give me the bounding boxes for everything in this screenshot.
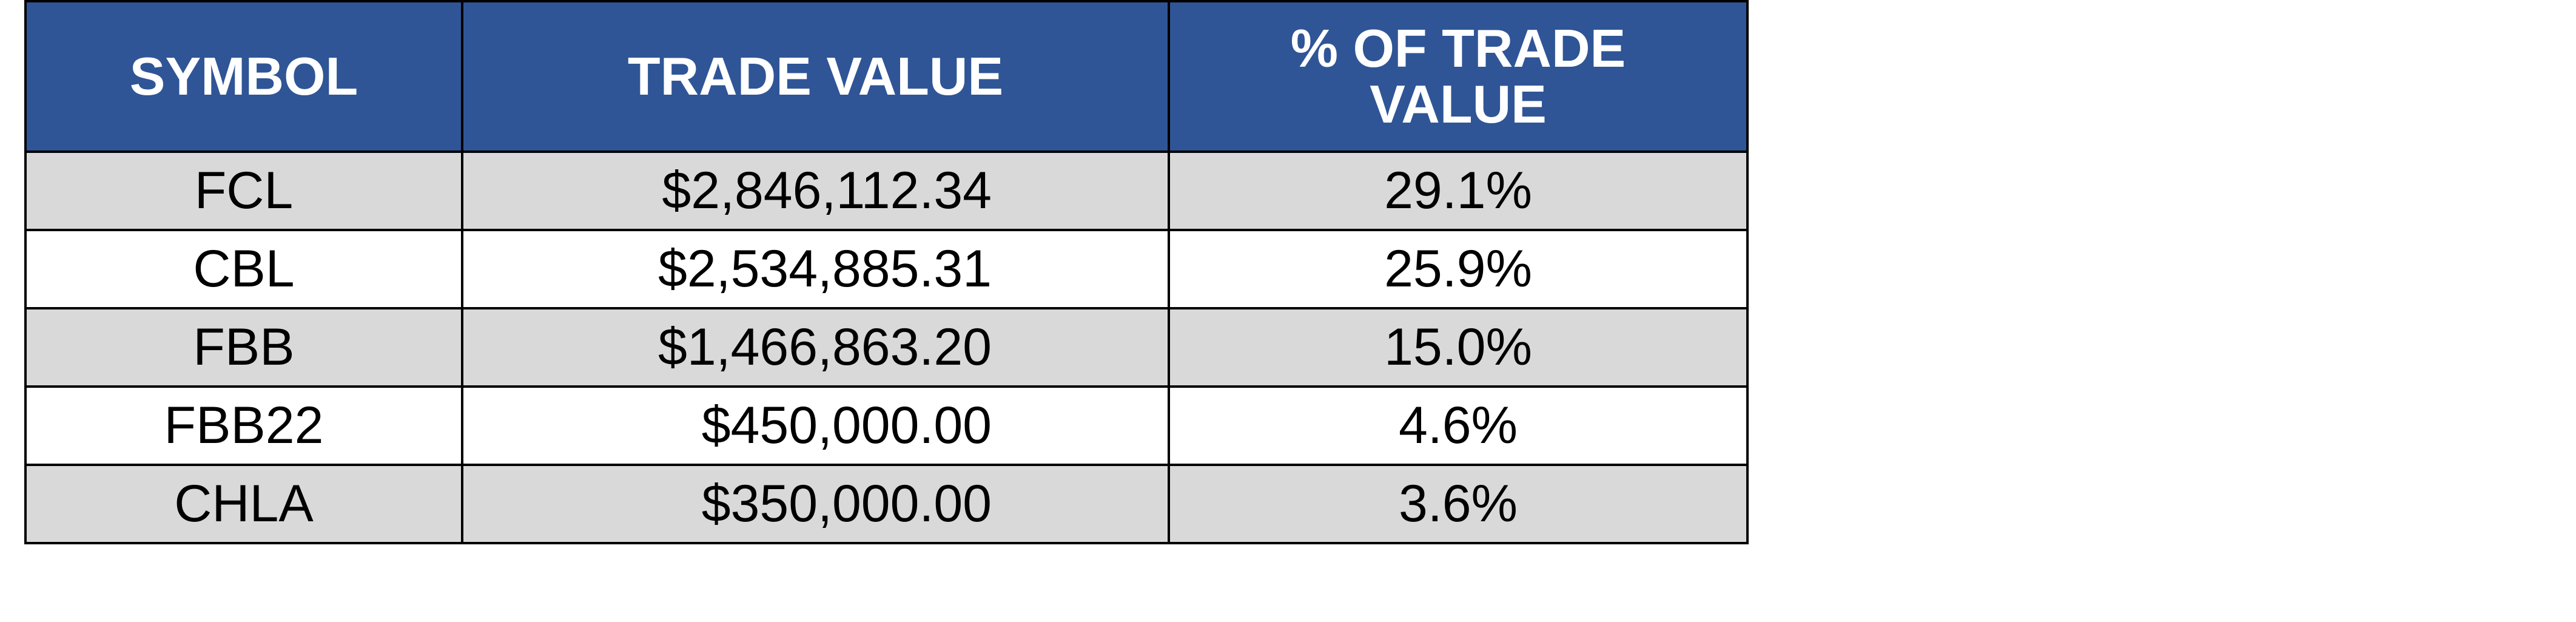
cell-pct: 3.6% [1168, 464, 1749, 544]
header-trade-value: TRADE VALUE [461, 0, 1170, 153]
cell-symbol: CHLA [24, 464, 463, 544]
cell-pct: 4.6% [1168, 385, 1749, 466]
header-pct-trade-value-label: % OF TRADE VALUE [1290, 18, 1626, 134]
cell-pct: 29.1% [1168, 150, 1749, 231]
cell-pct: 15.0% [1168, 307, 1749, 388]
table-row: FBB $1,466,863.20 15.0% [24, 307, 1749, 388]
cell-trade-value-text: $350,000.00 [701, 475, 992, 533]
cell-trade-value: $350,000.00 [461, 464, 1170, 544]
table-row: CBL $2,534,885.31 25.9% [24, 229, 1749, 309]
cell-trade-value-text: $2,846,112.34 [662, 161, 992, 220]
cell-pct: 25.9% [1168, 229, 1749, 309]
table-row: FCL $2,846,112.34 29.1% [24, 150, 1749, 231]
cell-trade-value-text: $2,534,885.31 [658, 240, 992, 298]
cell-symbol: FCL [24, 150, 463, 231]
trade-value-table: SYMBOL TRADE VALUE % OF TRADE VALUE FCL … [24, 0, 1749, 544]
cell-symbol: FBB22 [24, 385, 463, 466]
cell-symbol: FBB [24, 307, 463, 388]
cell-trade-value: $450,000.00 [461, 385, 1170, 466]
cell-trade-value-text: $1,466,863.20 [658, 318, 992, 376]
table-row: CHLA $350,000.00 3.6% [24, 464, 1749, 544]
table-body: FCL $2,846,112.34 29.1% CBL $2,534,885.3… [24, 150, 1749, 544]
cell-symbol: CBL [24, 229, 463, 309]
table-header: SYMBOL TRADE VALUE % OF TRADE VALUE [24, 0, 1749, 153]
cell-trade-value: $2,534,885.31 [461, 229, 1170, 309]
cell-trade-value: $1,466,863.20 [461, 307, 1170, 388]
header-pct-trade-value: % OF TRADE VALUE [1168, 0, 1749, 153]
table-row: FBB22 $450,000.00 4.6% [24, 385, 1749, 466]
header-row: SYMBOL TRADE VALUE % OF TRADE VALUE [24, 0, 1749, 153]
cell-trade-value: $2,846,112.34 [461, 150, 1170, 231]
header-symbol: SYMBOL [24, 0, 463, 153]
cell-trade-value-text: $450,000.00 [701, 396, 992, 455]
